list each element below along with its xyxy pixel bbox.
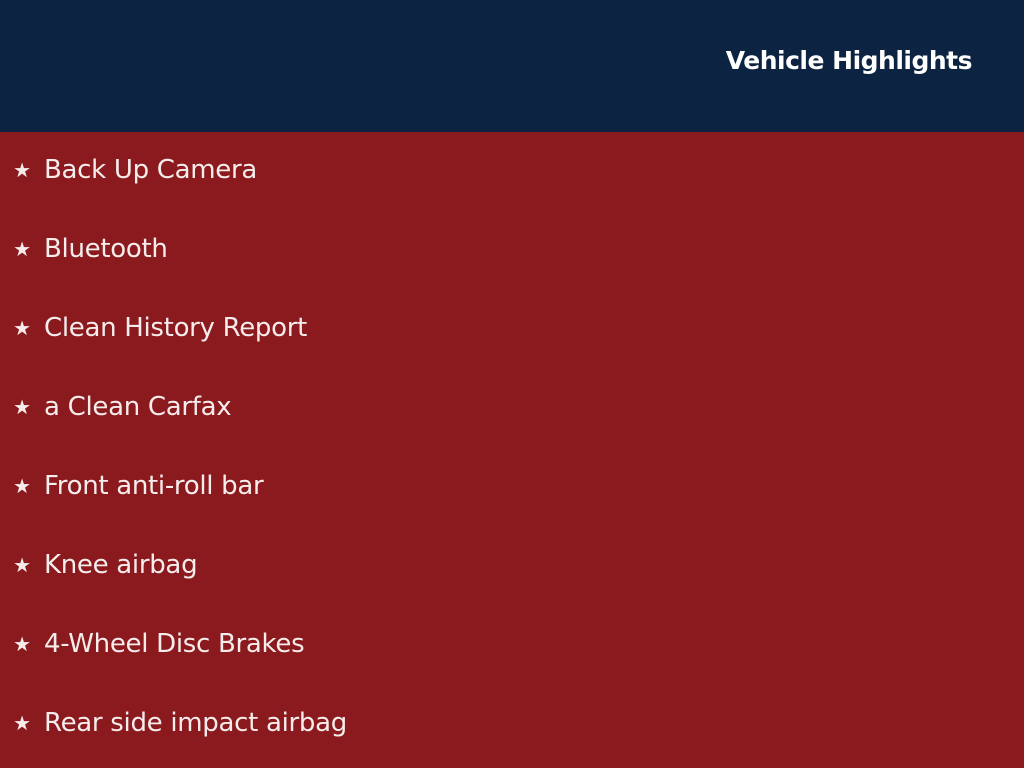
highlight-label: 4-Wheel Disc Brakes bbox=[44, 629, 305, 659]
highlight-label: a Clean Carfax bbox=[44, 392, 232, 422]
highlight-label: Back Up Camera bbox=[44, 155, 258, 185]
highlight-label: Bluetooth bbox=[44, 234, 168, 264]
highlight-item: ★ a Clean Carfax bbox=[10, 387, 231, 427]
highlight-label: Rear side impact airbag bbox=[44, 708, 347, 738]
highlight-item: ★ Back Up Camera bbox=[10, 150, 257, 190]
highlight-label: Knee airbag bbox=[44, 550, 198, 580]
header-banner: Vehicle Highlights bbox=[0, 0, 1024, 132]
star-icon: ★ bbox=[13, 316, 31, 340]
star-icon: ★ bbox=[13, 632, 31, 656]
highlight-item: ★ Knee airbag bbox=[10, 545, 197, 585]
star-icon: ★ bbox=[13, 711, 31, 735]
star-icon: ★ bbox=[13, 158, 31, 182]
page-title: Vehicle Highlights bbox=[725, 46, 973, 75]
star-icon: ★ bbox=[13, 553, 31, 577]
highlight-item: ★ Clean History Report bbox=[10, 308, 307, 348]
highlight-item: ★ 4-Wheel Disc Brakes bbox=[10, 624, 304, 664]
highlight-label: Front anti-roll bar bbox=[44, 471, 264, 501]
highlight-item: ★ Bluetooth bbox=[10, 229, 168, 269]
star-icon: ★ bbox=[13, 237, 31, 261]
highlight-item: ★ Rear side impact airbag bbox=[10, 703, 347, 743]
highlight-item: ★ Front anti-roll bar bbox=[10, 466, 264, 506]
star-icon: ★ bbox=[13, 395, 31, 419]
highlight-label: Clean History Report bbox=[44, 313, 308, 343]
star-icon: ★ bbox=[13, 474, 31, 498]
